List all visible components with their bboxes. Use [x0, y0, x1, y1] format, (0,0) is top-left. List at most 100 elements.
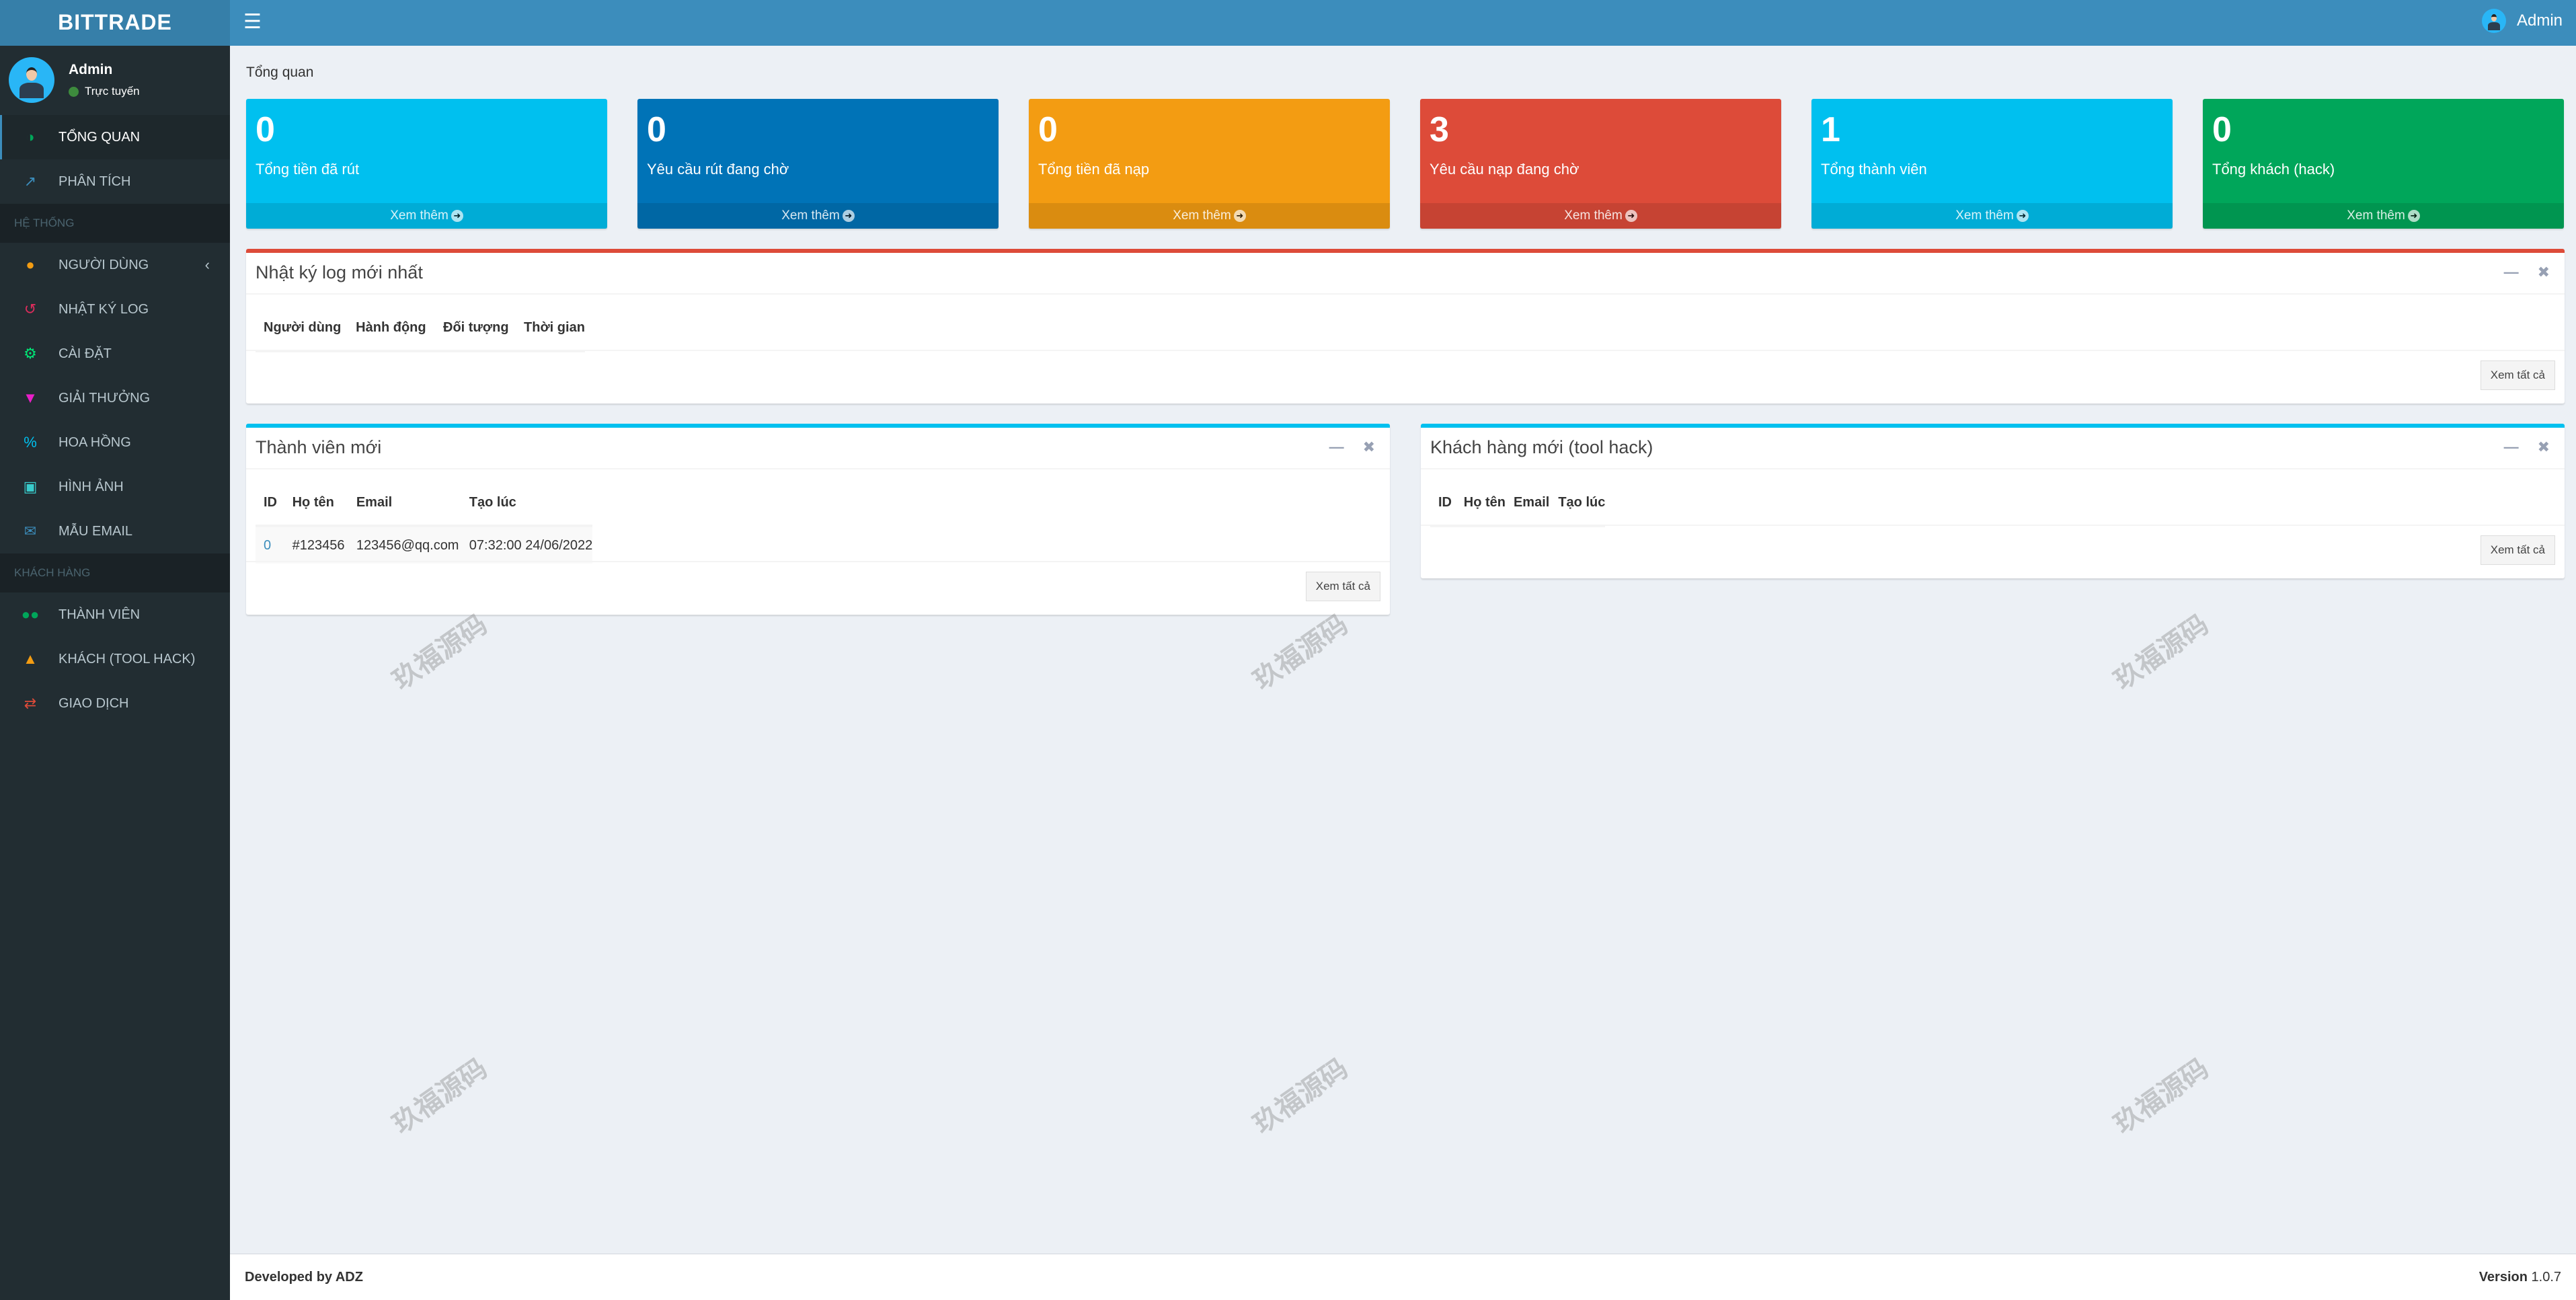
log-table: Người dùng Hành động Đối tượng Thời gian: [256, 305, 585, 352]
sidebar-item[interactable]: ● NGƯỜI DÙNG ‹: [0, 243, 230, 287]
avatar: [2481, 9, 2506, 33]
percent-icon: %: [24, 434, 37, 451]
top-header: BITTRADE ☰ Admin: [0, 0, 2576, 46]
view-all-button[interactable]: Xem tất cả: [2480, 360, 2555, 390]
sidebar-item[interactable]: ▼ GIẢI THƯỞNG: [0, 376, 230, 420]
hack-table: ID Họ tên Email Tạo lúc: [1430, 480, 1606, 527]
version-info: Version 1.0.7: [2479, 1270, 2561, 1285]
more-info-link[interactable]: Xem thêm ➜: [1811, 203, 2173, 229]
user-name: Admin: [2516, 11, 2563, 30]
arrow-circle-right-icon: ➜: [1233, 209, 1246, 222]
stat-value: 1: [1821, 110, 1840, 149]
column-header: Email: [1505, 480, 1551, 527]
stat-value: 0: [256, 110, 275, 149]
column-header: Tạo lúc: [461, 480, 593, 527]
sidebar-item[interactable]: ◑ TỔNG QUAN: [0, 115, 230, 159]
stat-card: 0 Yêu cầu rút đang chờ Xem thêm ➜: [637, 99, 999, 229]
stat-card: 3 Yêu cầu nạp đang chờ Xem thêm ➜: [1420, 99, 1781, 229]
box-title: Thành viên mới: [256, 437, 382, 457]
stat-label: Yêu cầu rút đang chờ: [647, 161, 789, 178]
watermark: 玖福源码: [2109, 1053, 2214, 1140]
table-cell: 123456@qq.com: [348, 526, 461, 564]
more-info-link[interactable]: Xem thêm ➜: [1420, 203, 1781, 229]
column-header: Họ tên: [1455, 480, 1506, 527]
more-info-link[interactable]: Xem thêm ➜: [1029, 203, 1390, 229]
user-status: Trực tuyến: [69, 85, 140, 98]
more-info-link[interactable]: Xem thêm ➜: [2203, 203, 2564, 229]
stat-card: 0 Tổng tiền đã rút Xem thêm ➜: [246, 99, 607, 229]
column-header: Hành động: [348, 305, 435, 352]
dashboard-icon: ◑: [26, 128, 35, 145]
stat-cards: 0 Tổng tiền đã rút Xem thêm ➜ 0 Yêu cầu rút đ…: [246, 99, 2565, 229]
members-table: ID Họ tên Email Tạo lúc 0 #123456 123456@qq.co…: [256, 480, 593, 564]
column-header: Họ tên: [284, 480, 348, 527]
menu-toggle-icon[interactable]: ☰: [243, 11, 262, 33]
watermark: 玖福源码: [1248, 1053, 1354, 1140]
column-header: ID: [1430, 480, 1456, 527]
arrow-circle-right-icon: ➜: [842, 209, 855, 222]
close-icon[interactable]: ✖: [2537, 264, 2550, 280]
sidebar-item-label: MẪU EMAIL: [58, 523, 133, 539]
sidebar-item[interactable]: ▣ HÌNH ẢNH: [0, 465, 230, 509]
watermark: 玖福源码: [1248, 609, 1354, 696]
stat-value: 0: [1038, 110, 1058, 149]
minimize-icon[interactable]: —: [2503, 438, 2519, 455]
more-info-link[interactable]: Xem thêm ➜: [246, 203, 607, 229]
column-header: Thời gian: [516, 305, 585, 352]
user-menu[interactable]: Admin: [2481, 9, 2563, 33]
sidebar-item-label: HOA HỒNG: [58, 434, 131, 450]
stat-value: 3: [1430, 110, 1449, 149]
sidebar-item-label: HÌNH ẢNH: [58, 479, 124, 494]
sidebar-item-label: TỔNG QUAN: [58, 129, 141, 145]
avatar: [9, 57, 54, 103]
sidebar-item-label: CÀI ĐẶT: [58, 346, 112, 361]
close-icon[interactable]: ✖: [2537, 438, 2550, 455]
main-content: Tổng quan 0 Tổng tiền đã rút Xem thêm ➜ 0 Yêu…: [230, 46, 2576, 1254]
sidebar-item[interactable]: % HOA HỒNG: [0, 420, 230, 465]
sidebar-item-label: GIAO DỊCH: [58, 695, 129, 711]
sidebar-item[interactable]: ↗ PHÂN TÍCH: [0, 159, 230, 204]
sidebar-item-label: KHÁCH (TOOL HACK): [58, 651, 196, 666]
arrow-circle-right-icon: ➜: [2407, 209, 2420, 222]
watermark: 玖福源码: [387, 1053, 493, 1140]
developer-credit: Developed by ADZ: [245, 1270, 363, 1285]
view-all-button[interactable]: Xem tất cả: [2480, 535, 2555, 565]
breadcrumb: Tổng quan: [246, 65, 314, 80]
sidebar-menu: ◑ TỔNG QUAN ↗ PHÂN TÍCH HỆ THỐNG ● NGƯỜI DÙNG ‹…: [0, 115, 230, 726]
table-cell: #123456: [284, 526, 348, 564]
logo[interactable]: BITTRADE: [0, 0, 230, 46]
stat-label: Tổng khách (hack): [2212, 161, 2335, 178]
stat-label: Tổng tiền đã nạp: [1038, 161, 1150, 178]
line-chart-icon: ↗: [24, 173, 37, 190]
user-secret-icon: ▲: [23, 650, 38, 667]
sidebar-item[interactable]: ⚙ CÀI ĐẶT: [0, 332, 230, 376]
stat-value: 0: [647, 110, 666, 149]
minimize-icon[interactable]: —: [2503, 264, 2519, 280]
sidebar-section-header: HỆ THỐNG: [0, 204, 230, 243]
close-icon[interactable]: ✖: [1362, 438, 1375, 455]
table-cell: 07:32:00 24/06/2022: [461, 526, 593, 564]
trophy-icon: ▼: [23, 389, 38, 406]
users-icon: ●●: [21, 606, 40, 623]
new-hack-customers-box: Khách hàng mới (tool hack) — ✖ ID Họ tên Em…: [1421, 424, 2565, 578]
sidebar-item-label: GIẢI THƯỞNG: [58, 390, 151, 406]
footer: Developed by ADZ Version 1.0.7: [230, 1254, 2576, 1300]
stat-card: 0 Tổng tiền đã nạp Xem thêm ➜: [1029, 99, 1390, 229]
sidebar-item[interactable]: ▲ KHÁCH (TOOL HACK): [0, 637, 230, 681]
watermark: 玖福源码: [2109, 609, 2214, 696]
chevron-left-icon[interactable]: ‹: [204, 256, 210, 273]
member-id-link[interactable]: 0: [256, 526, 284, 564]
view-all-button[interactable]: Xem tất cả: [1305, 572, 1380, 601]
column-header: ID: [256, 480, 284, 527]
minimize-icon[interactable]: —: [1329, 438, 1344, 455]
arrow-circle-right-icon: ➜: [451, 209, 463, 222]
exchange-icon: ⇄: [24, 695, 37, 712]
more-info-link[interactable]: Xem thêm ➜: [637, 203, 999, 229]
user-icon: ●: [26, 256, 35, 273]
sidebar: Admin Trực tuyến ◑ TỔNG QUAN ↗ PHÂN TÍCH HỆ …: [0, 46, 230, 1300]
sidebar-item[interactable]: ●● THÀNH VIÊN: [0, 592, 230, 637]
sidebar-item[interactable]: ⇄ GIAO DỊCH: [0, 681, 230, 726]
sidebar-item[interactable]: ↺ NHẬT KÝ LOG: [0, 287, 230, 332]
arrow-circle-right-icon: ➜: [2016, 209, 2029, 222]
sidebar-item[interactable]: ✉ MẪU EMAIL: [0, 509, 230, 553]
